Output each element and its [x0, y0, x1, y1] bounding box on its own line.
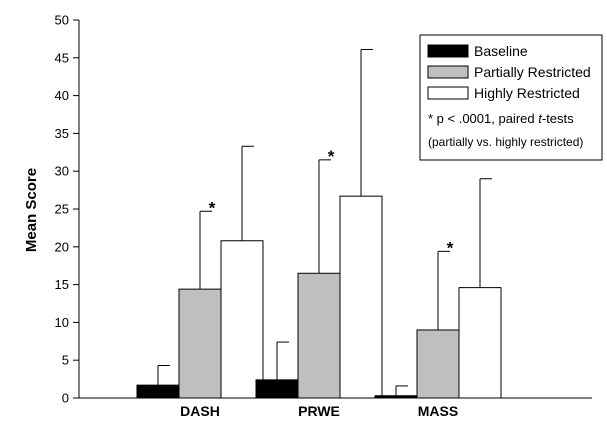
bar: [220, 240, 264, 399]
y-axis-title: Mean Score: [23, 168, 40, 252]
significance-star: *: [328, 147, 335, 166]
legend-label: Highly Restricted: [474, 85, 580, 101]
category-label: MASS: [418, 403, 458, 419]
bar: [339, 195, 383, 399]
legend-swatch: [427, 44, 469, 58]
bars: [136, 48, 502, 399]
y-tick-label: 0: [62, 391, 69, 406]
category-label: DASH: [180, 403, 220, 419]
y-tick-label: 5: [62, 353, 69, 368]
y-tick-label: 10: [55, 315, 69, 330]
y-tick-label: 35: [55, 126, 69, 141]
significance-star: *: [209, 198, 216, 217]
bar: [297, 272, 341, 399]
y-axis-ticks: 0 5 10 15 20 25 30 35 40 45 50: [55, 13, 79, 406]
y-tick-label: 30: [55, 164, 69, 179]
legend-label: Baseline: [474, 43, 528, 59]
legend-swatch: [427, 86, 469, 100]
bar: [178, 288, 222, 399]
y-tick-label: 25: [55, 202, 69, 217]
category-labels: DASH PRWE MASS: [180, 403, 458, 419]
bar: [416, 329, 460, 399]
y-tick-label: 45: [55, 50, 69, 65]
legend-label: Partially Restricted: [474, 64, 591, 80]
y-tick-label: 50: [55, 13, 69, 28]
significance-star: *: [447, 238, 454, 257]
y-tick-label: 40: [55, 88, 69, 103]
legend: Baseline Partially Restricted Highly Restr…: [419, 34, 603, 161]
legend-significance-note: * p < .0001, paired t-tests: [428, 111, 574, 126]
legend-comparison-note: (partially vs. highly restricted): [428, 135, 583, 149]
y-tick-label: 20: [55, 239, 69, 254]
legend-swatch: [427, 65, 469, 79]
bar: [136, 384, 180, 399]
bar: [458, 287, 502, 399]
significance-markers: * * *: [209, 147, 454, 257]
bar: [255, 379, 299, 399]
category-label: PRWE: [298, 403, 340, 419]
y-tick-label: 15: [55, 277, 69, 292]
